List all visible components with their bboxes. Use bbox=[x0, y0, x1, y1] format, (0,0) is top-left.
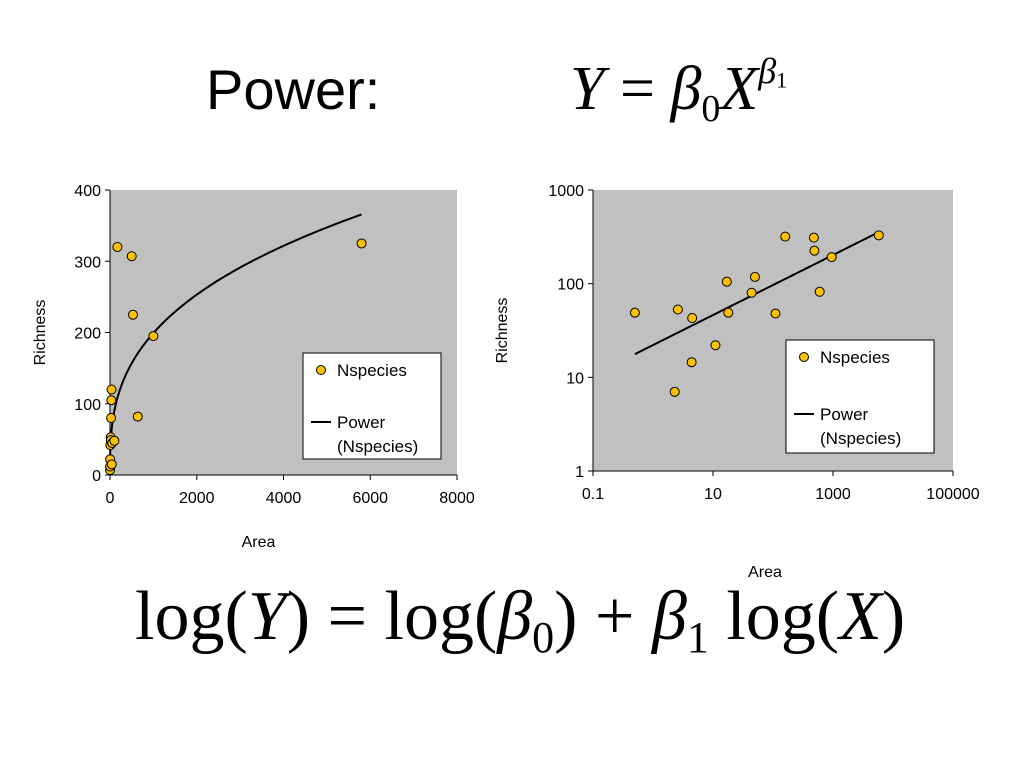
legend-label-power: Power bbox=[820, 405, 869, 424]
data-point bbox=[746, 287, 757, 298]
data-point bbox=[629, 307, 640, 318]
y-tick-label: 1 bbox=[575, 464, 584, 481]
x-tick-label: 2000 bbox=[179, 490, 215, 507]
y-tick-label: 100 bbox=[74, 397, 101, 414]
eq-beta: β bbox=[670, 55, 702, 123]
log-eq-log1: log( bbox=[135, 578, 248, 655]
eq-exp-sub: 1 bbox=[776, 67, 788, 93]
legend-marker-nspecies bbox=[316, 365, 326, 375]
log-eq-log2: log( bbox=[384, 578, 498, 655]
data-point bbox=[721, 276, 732, 287]
data-point bbox=[106, 384, 117, 395]
log-eq-beta0-sub: 0 bbox=[532, 613, 555, 663]
eq-exponent: β1 bbox=[758, 51, 787, 91]
x-tick-label: 100000 bbox=[926, 486, 979, 503]
y-tick-label: 1000 bbox=[548, 183, 584, 200]
y-tick-label: 0 bbox=[92, 468, 101, 485]
y-tick-label: 300 bbox=[74, 254, 101, 271]
legend-label-power: Power bbox=[337, 413, 386, 432]
log-eq-x: X bbox=[839, 578, 882, 655]
y-axis-title: Richness bbox=[494, 298, 511, 364]
data-point bbox=[106, 459, 117, 470]
legend-label-power-line2: (Nspecies) bbox=[337, 437, 418, 456]
legend-box bbox=[302, 352, 442, 460]
data-point bbox=[669, 386, 680, 397]
log-equation: log(Y) = log(β0) + β1 log(X) bbox=[135, 582, 905, 660]
data-point bbox=[132, 411, 143, 422]
data-point bbox=[808, 232, 819, 243]
x-axis-title: Area bbox=[748, 564, 782, 581]
data-point bbox=[873, 230, 884, 241]
data-point bbox=[106, 395, 117, 406]
log-eq-log3: log( bbox=[726, 578, 840, 655]
x-tick-label: 0 bbox=[106, 490, 115, 507]
eq-y: Y bbox=[570, 55, 605, 123]
data-point bbox=[826, 252, 837, 263]
data-point bbox=[770, 308, 781, 319]
y-tick-label: 10 bbox=[566, 370, 584, 387]
data-point bbox=[148, 331, 159, 342]
legend-label-power-line2: (Nspecies) bbox=[820, 429, 901, 448]
log-eq-beta1-sub: 1 bbox=[686, 613, 709, 663]
x-tick-label: 0.1 bbox=[582, 486, 604, 503]
data-point bbox=[809, 245, 820, 256]
eq-x: X bbox=[720, 55, 759, 123]
data-point bbox=[109, 435, 120, 446]
eq-exp-beta: β bbox=[758, 51, 777, 91]
log-eq-equals: = bbox=[327, 578, 367, 655]
power-equation: Y = β0Xβ1 bbox=[570, 53, 787, 131]
x-axis-title: Area bbox=[242, 534, 276, 551]
legend-label-nspecies: Nspecies bbox=[820, 348, 890, 367]
legend-marker-nspecies bbox=[799, 352, 809, 362]
x-tick-label: 10 bbox=[704, 486, 722, 503]
y-axis-title: Richness bbox=[32, 300, 49, 366]
data-point bbox=[106, 413, 117, 423]
data-point bbox=[780, 231, 791, 242]
x-tick-label: 6000 bbox=[352, 490, 388, 507]
data-point bbox=[672, 304, 683, 315]
data-point bbox=[127, 309, 138, 320]
data-point bbox=[749, 271, 760, 282]
power-fit-line bbox=[634, 231, 880, 356]
data-point bbox=[686, 357, 697, 368]
data-point bbox=[112, 242, 123, 252]
log-eq-beta0: β bbox=[497, 578, 533, 655]
data-point bbox=[723, 307, 734, 318]
x-tick-label: 8000 bbox=[439, 490, 475, 507]
log-eq-close3: ) bbox=[881, 578, 906, 655]
eq-beta-sub: 0 bbox=[701, 88, 721, 131]
log-eq-plus: + bbox=[594, 578, 635, 655]
y-tick-label: 100 bbox=[557, 277, 584, 294]
log-eq-close2: ) bbox=[554, 578, 578, 655]
data-point bbox=[126, 251, 137, 262]
data-point bbox=[814, 286, 825, 297]
legend-box bbox=[785, 339, 935, 454]
x-tick-label: 1000 bbox=[815, 486, 851, 503]
legend-label-nspecies: Nspecies bbox=[337, 361, 407, 380]
log-eq-beta1: β bbox=[651, 578, 687, 655]
log-eq-y: Y bbox=[247, 578, 287, 655]
data-point bbox=[710, 340, 721, 351]
eq-equals: = bbox=[619, 55, 655, 123]
y-tick-label: 400 bbox=[74, 183, 101, 200]
data-point bbox=[687, 312, 698, 323]
slide-title: Power: bbox=[206, 58, 381, 121]
x-tick-label: 4000 bbox=[266, 490, 302, 507]
log-log-scatter-chart: 1 10 100 1000 0.1 10 1000 100000 Area Richness Nsp… bbox=[494, 183, 980, 581]
y-tick-label: 200 bbox=[74, 326, 101, 343]
log-eq-close1: ) bbox=[286, 578, 311, 655]
data-point bbox=[356, 238, 367, 249]
